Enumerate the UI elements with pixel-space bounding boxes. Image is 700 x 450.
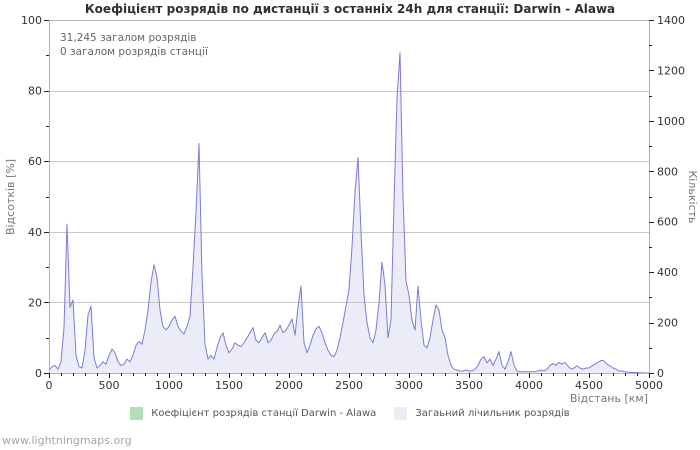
x-tick-label: 4500	[575, 379, 603, 392]
legend-label-total: Загаьний лічильник розрядів	[415, 408, 570, 419]
x-tick-label: 500	[99, 379, 120, 392]
total-counter-swatch-icon	[394, 407, 408, 420]
x-tick-label: 5000	[635, 379, 663, 392]
watermark: www.lightningmaps.org	[2, 434, 132, 447]
y-left-tick-label: 60	[28, 155, 42, 168]
station-series-swatch-icon	[130, 407, 144, 420]
area-fill-layer	[49, 52, 649, 374]
y-right-tick-label: 400	[657, 266, 678, 279]
series-line-layer	[48, 52, 649, 374]
y-axis-left-label: Відсотків [%]	[4, 159, 17, 235]
annotation-total-strokes: 31,245 загалом розрядів	[60, 32, 196, 44]
chart-title: Коефіцієнт розрядів по дистанції з остан…	[85, 2, 615, 16]
tick-label-layer: 0 500 1000 1500 2000 2500 3000 3500 4000 4500 5000…	[21, 14, 685, 392]
x-tick-label: 2500	[335, 379, 363, 392]
area-series-fill	[49, 52, 649, 374]
x-tick-label: 1000	[155, 379, 183, 392]
chart-legend: Коефіцієнт розрядів станції Darwin - Ala…	[0, 407, 700, 420]
x-tick-label: 1500	[215, 379, 243, 392]
x-axis-label: Відстань [км]	[570, 392, 648, 405]
y-axis-right-label: Кількість	[686, 170, 699, 223]
y-left-tick-label: 20	[28, 296, 42, 309]
x-tick-label: 0	[46, 379, 53, 392]
y-right-tick-label: 1400	[657, 14, 685, 27]
legend-label-station: Коефіцієнт розрядів станції Darwin - Ala…	[151, 408, 377, 419]
y-left-tick-label: 0	[35, 367, 42, 380]
x-tick-label: 4000	[515, 379, 543, 392]
y-right-tick-label: 200	[657, 317, 678, 330]
annotation-station-strokes: 0 загалом розрядів станції	[60, 46, 208, 58]
legend-item-station: Коефіцієнт розрядів станції Darwin - Ala…	[130, 407, 376, 420]
y-right-tick-label: 800	[657, 165, 678, 178]
y-right-tick-label: 1200	[657, 64, 685, 77]
y-right-tick-label: 1000	[657, 115, 685, 128]
area-series-line	[48, 52, 649, 374]
y-left-tick-label: 40	[28, 226, 42, 239]
tick-mark-layer	[44, 20, 654, 378]
x-tick-label: 3000	[395, 379, 423, 392]
gridline-layer	[49, 20, 649, 303]
legend-item-total: Загаьний лічильник розрядів	[394, 407, 570, 420]
x-tick-label: 2000	[275, 379, 303, 392]
y-left-tick-label: 80	[28, 85, 42, 98]
x-tick-label: 3500	[455, 379, 483, 392]
y-left-tick-label: 100	[21, 14, 42, 27]
y-right-tick-label: 600	[657, 216, 678, 229]
y-right-tick-label: 0	[657, 367, 664, 380]
